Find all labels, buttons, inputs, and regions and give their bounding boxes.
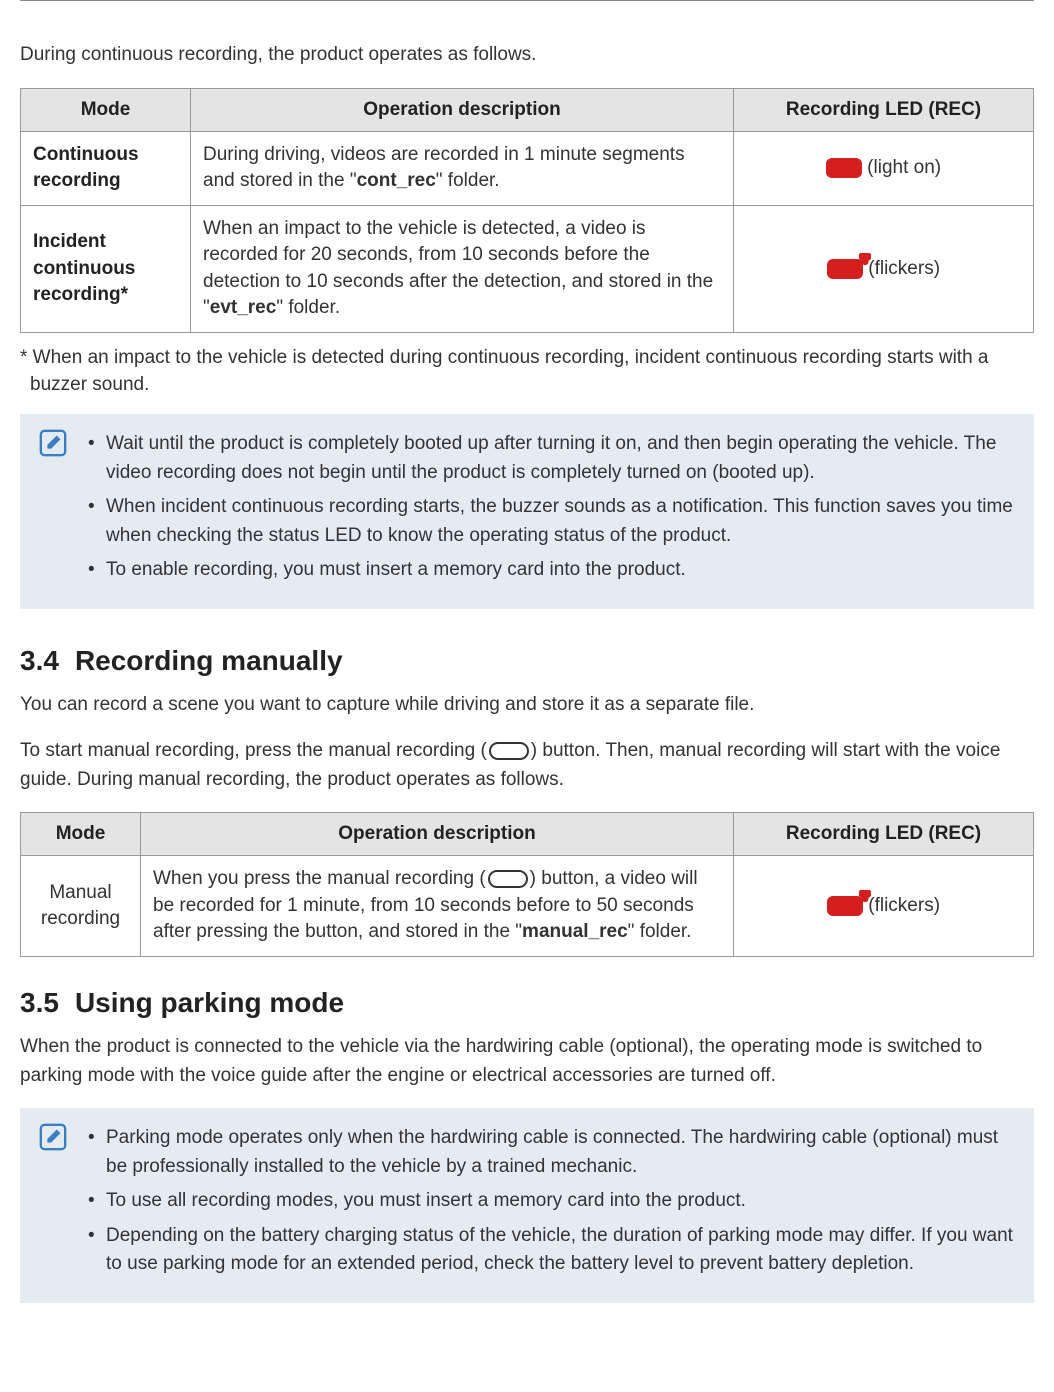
paragraph: To start manual recording, press the man… xyxy=(20,737,1034,794)
led-label: (flickers) xyxy=(863,895,940,916)
desc-text: " folder. xyxy=(276,297,340,318)
desc-text: " folder. xyxy=(436,170,500,191)
section-heading-3-5: 3.5 Using parking mode xyxy=(20,987,1034,1019)
table-row: Incident continuous recording* When an i… xyxy=(21,205,1034,332)
led-cell: (flickers) xyxy=(734,205,1034,332)
desc-text: When you press the manual recording ( xyxy=(153,868,486,889)
folder-name: cont_rec xyxy=(357,170,436,191)
section-title: Using parking mode xyxy=(75,987,344,1018)
col-led: Recording LED (REC) xyxy=(734,813,1034,856)
desc-cell: When you press the manual recording () b… xyxy=(141,856,734,957)
note-bullet: When incident continuous recording start… xyxy=(88,493,1014,550)
col-mode: Mode xyxy=(21,813,141,856)
led-icon xyxy=(826,158,862,178)
desc-text: " folder. xyxy=(628,921,692,942)
note-icon xyxy=(38,428,68,458)
led-cell: (light on) xyxy=(734,131,1034,205)
intro-paragraph: During continuous recording, the product… xyxy=(20,41,1034,70)
section-heading-3-4: 3.4 Recording manually xyxy=(20,645,1034,677)
note-bullet: To enable recording, you must insert a m… xyxy=(88,556,1014,585)
folder-name: evt_rec xyxy=(210,297,277,318)
col-mode: Mode xyxy=(21,88,191,131)
col-desc: Operation description xyxy=(191,88,734,131)
note-bullet: Parking mode operates only when the hard… xyxy=(88,1124,1014,1181)
section-number: 3.4 xyxy=(20,645,59,676)
table-row: Continuous recording During driving, vid… xyxy=(21,131,1034,205)
mode-cell: Manual recording xyxy=(21,856,141,957)
manual-recording-table: Mode Operation description Recording LED… xyxy=(20,812,1034,957)
continuous-recording-table: Mode Operation description Recording LED… xyxy=(20,88,1034,334)
led-cell: (flickers) xyxy=(734,856,1034,957)
button-outline-icon xyxy=(488,870,528,888)
note-box: Parking mode operates only when the hard… xyxy=(20,1108,1034,1303)
led-flicker-icon xyxy=(827,896,863,916)
desc-cell: During driving, videos are recorded in 1… xyxy=(191,131,734,205)
footnote: * When an impact to the vehicle is detec… xyxy=(20,345,1034,398)
led-flicker-icon xyxy=(827,259,863,279)
folder-name: manual_rec xyxy=(522,921,628,942)
table-row: Manual recording When you press the manu… xyxy=(21,856,1034,957)
header-rule xyxy=(20,0,1034,1)
section-title: Recording manually xyxy=(75,645,343,676)
mode-cell: Incident continuous recording* xyxy=(21,205,191,332)
section-number: 3.5 xyxy=(20,987,59,1018)
text: To start manual recording, press the man… xyxy=(20,740,487,761)
note-icon xyxy=(38,1122,68,1152)
note-bullet: Wait until the product is completely boo… xyxy=(88,430,1014,487)
col-desc: Operation description xyxy=(141,813,734,856)
led-label: (flickers) xyxy=(863,258,940,279)
note-bullet: Depending on the battery charging status… xyxy=(88,1222,1014,1279)
col-led: Recording LED (REC) xyxy=(734,88,1034,131)
led-label: (light on) xyxy=(862,157,941,178)
note-box: Wait until the product is completely boo… xyxy=(20,414,1034,609)
paragraph: When the product is connected to the veh… xyxy=(20,1033,1034,1090)
note-bullet: To use all recording modes, you must ins… xyxy=(88,1187,1014,1216)
button-outline-icon xyxy=(489,742,529,760)
paragraph: You can record a scene you want to captu… xyxy=(20,691,1034,720)
desc-cell: When an impact to the vehicle is detecte… xyxy=(191,205,734,332)
mode-cell: Continuous recording xyxy=(21,131,191,205)
